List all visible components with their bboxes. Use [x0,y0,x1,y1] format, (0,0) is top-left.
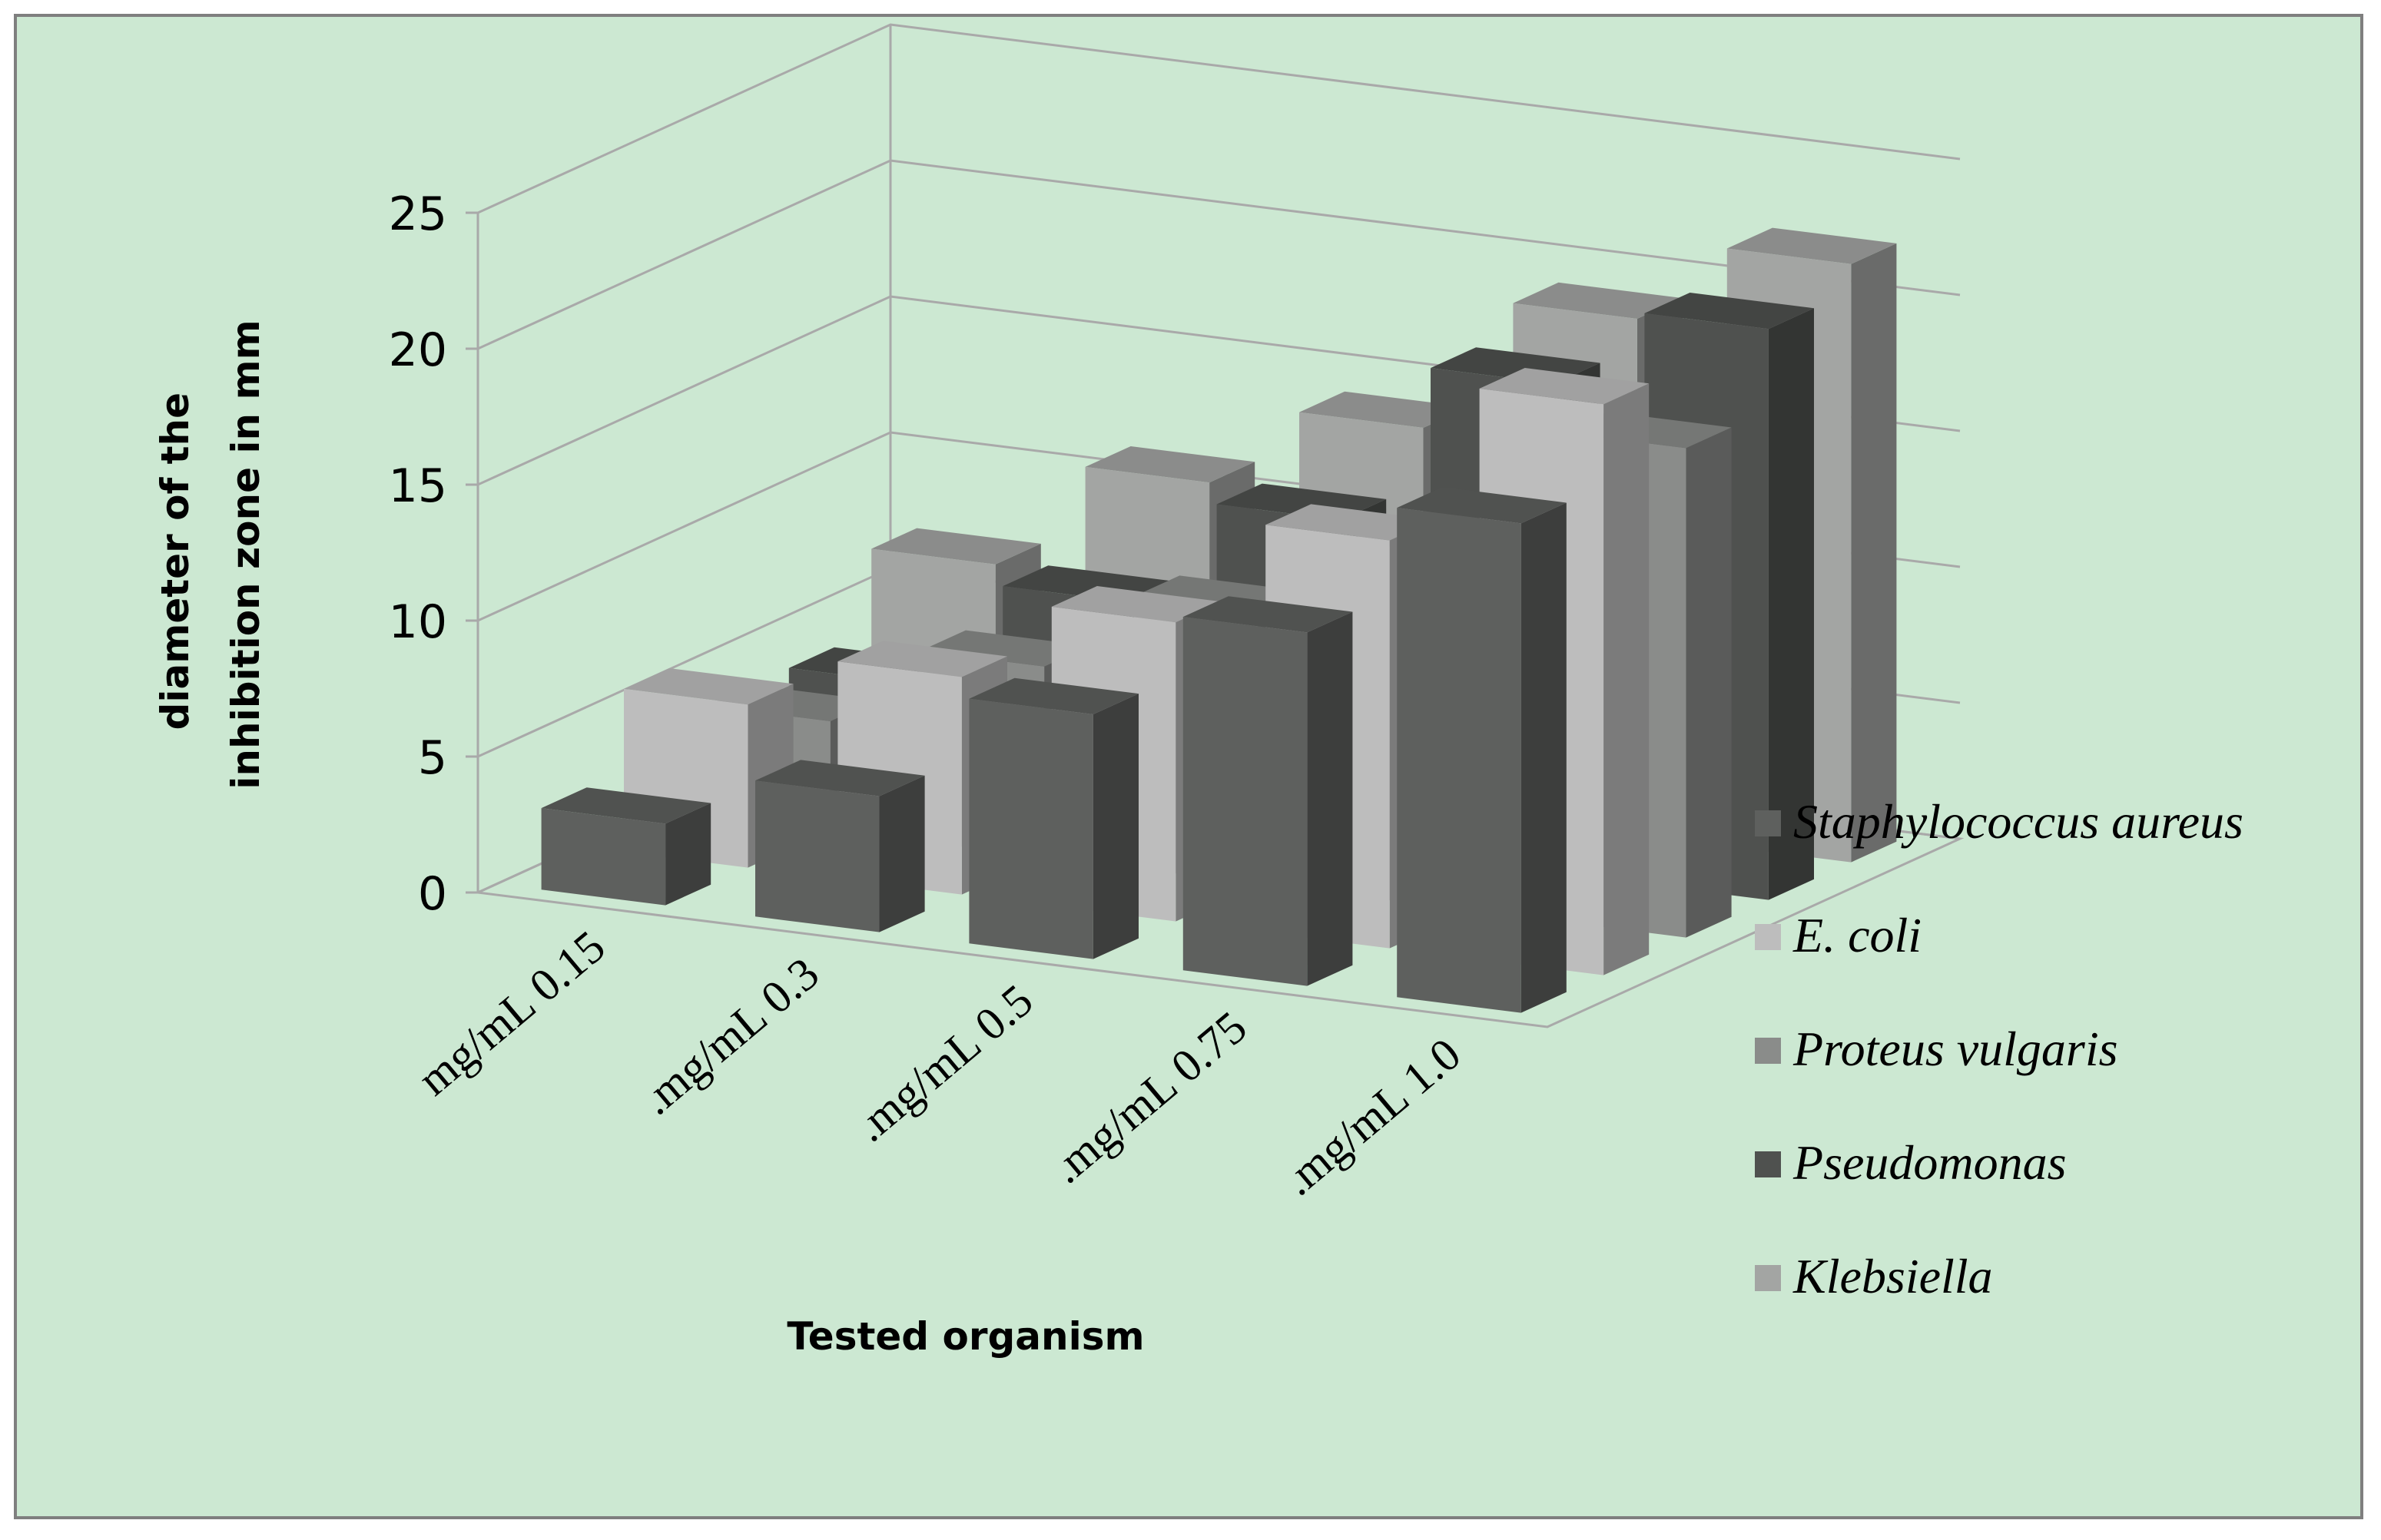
bar-front [969,698,1093,959]
legend-item: Proteus vulgaris [1755,1022,2118,1076]
bar-top [755,760,925,796]
bar-front [755,780,880,932]
bar-side [879,775,925,932]
legend-label: Klebsiella [1792,1249,1993,1303]
legend-label: Staphylococcus aureus [1793,794,2243,849]
bar-top [1397,487,1567,524]
legend: Staphylococcus aureus E. coli Proteus vulg… [1755,794,2243,1303]
bar-top [1299,391,1469,428]
category-label: .mg/mL 0.5 [845,975,1042,1151]
bar-side [1093,694,1139,959]
y-axis-title-line-2: inhibition zone in mm [224,320,268,790]
legend-item: Pseudomonas [1755,1135,2067,1190]
bar [755,760,925,932]
y-tick-label: 15 [389,459,447,513]
bar-top [1265,504,1435,541]
y-axis-title-line-1: diameter of the [153,392,197,730]
bar-side [1768,308,1814,900]
category-label: .mg/mL 0.75 [1041,1002,1255,1193]
bar-front [541,808,666,906]
category-label: .mg/mL 0.3 [631,948,827,1124]
bar-top [1513,282,1683,319]
bar-top [541,787,711,824]
bar-top [837,641,1007,677]
bar [1397,487,1567,1013]
bar-top [1644,293,1814,330]
y-tick-label: 10 [389,595,447,649]
y-tick-label: 20 [389,323,447,377]
bar-top [871,528,1041,565]
legend-item: Staphylococcus aureus [1755,794,2243,849]
bar-front [1397,508,1521,1013]
bar-side [1603,383,1650,975]
legend-swatch [1755,1265,1781,1291]
legend-item: E. coli [1755,908,1922,962]
chart-frame: 0 5 10 15 20 25 mg/mL 0.15 .mg/mL 0.3 .mg/mL 0.… [14,14,2363,1519]
category-label: mg/mL 0.15 [409,921,615,1105]
bar-top [1085,446,1255,483]
bar-top [969,677,1139,714]
bar-top [1182,596,1353,633]
legend-swatch [1755,1151,1781,1177]
legend-swatch [1755,924,1781,950]
y-tick-label: 0 [418,867,447,921]
bar [969,677,1139,959]
bar-side [1520,502,1567,1013]
bar-top [1051,586,1222,623]
x-axis-title: Tested organism [787,1314,1144,1359]
legend-swatch [1755,810,1781,836]
legend-label: Pseudomonas [1792,1135,2067,1190]
legend-item: Klebsiella [1755,1249,1993,1303]
category-label: .mg/mL 1.0 [1273,1028,1470,1205]
bar-front [1182,617,1308,986]
legend-label: Proteus vulgaris [1792,1022,2118,1076]
legend-label: E. coli [1792,908,1922,962]
bar [1182,596,1353,986]
y-tick-label: 5 [418,731,447,785]
bar-top [1479,368,1650,405]
y-tick-label: 25 [389,187,447,241]
bar [541,787,711,906]
gridline [477,23,1961,214]
bar-side [1851,243,1897,863]
bar-side [665,803,711,906]
gridline [477,159,1961,350]
bar-side [1307,611,1353,986]
bar-side [1686,427,1732,938]
bar-top [624,668,794,705]
bar-top [920,630,1090,667]
y-axis-title: diameter of the inhibition zone in mm [153,320,268,790]
bar-top [1726,227,1897,264]
legend-swatch [1755,1038,1781,1064]
